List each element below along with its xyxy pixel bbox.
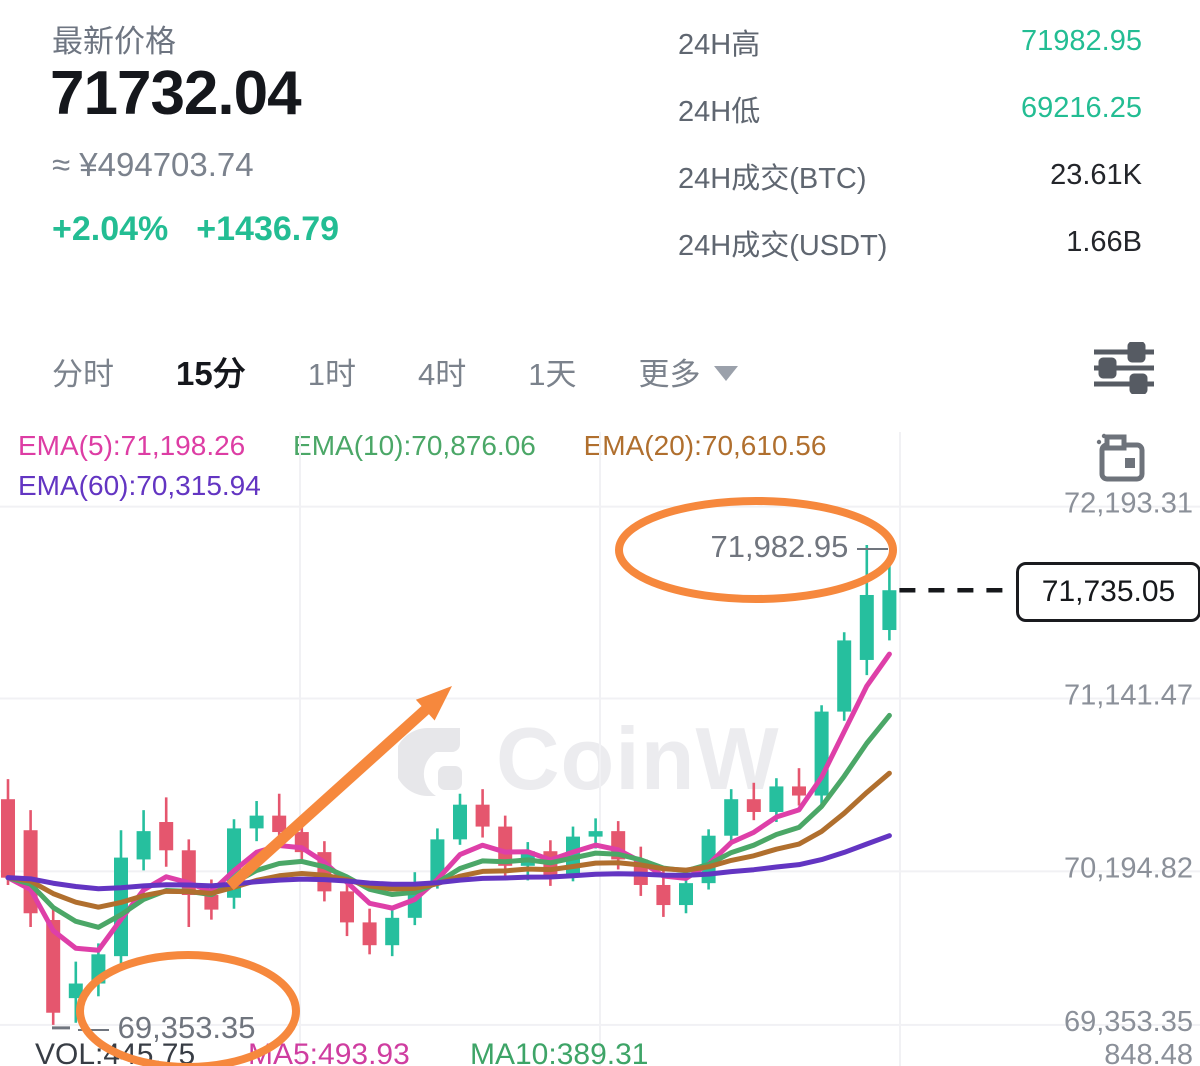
stat-row-24h-low: 24H低 69216.25 [678, 75, 1142, 142]
camera-screenshot-icon[interactable] [1094, 432, 1148, 486]
ema10-label: EMA(10):70,876.06 [293, 430, 536, 461]
tab-label: 1天 [528, 356, 577, 392]
coinw-logo-icon [398, 728, 462, 796]
ema60-line [5, 833, 892, 892]
candle-body [769, 786, 784, 812]
tab-15min[interactable]: 15分 [176, 347, 246, 395]
candle-body [792, 786, 806, 796]
tab-4hour[interactable]: 4时 [418, 349, 466, 394]
tab-label: 分时 [52, 356, 114, 392]
candle-body [46, 920, 61, 1013]
stat-label: 24H高 [678, 28, 761, 61]
y-axis-label: 72,193.31 [1064, 488, 1193, 520]
candle-body [340, 891, 354, 923]
latest-price-label: 最新价格 [52, 24, 176, 59]
stat-value: 23.61K [1050, 159, 1142, 191]
price-change: +2.04% +1436.79 [52, 210, 367, 249]
candle-body [498, 826, 513, 866]
candle-body [475, 804, 490, 827]
candle-body [385, 917, 400, 946]
candle-body [181, 850, 196, 896]
ema-indicator-row2: EMA(60):70,315.94 [18, 470, 301, 502]
candle-body [249, 815, 264, 829]
tab-more-dropdown[interactable]: 更多 [638, 349, 739, 394]
market-stats: 24H高 71982.95 24H低 69216.25 24H成交(BTC) 2… [678, 8, 1142, 276]
ema20-label: EMA(20):70,610.56 [583, 430, 827, 461]
candle-body [588, 831, 603, 837]
bottom-indicator-label: MA10:389.31 [470, 1038, 648, 1066]
candle-body [746, 799, 761, 812]
stat-value: 71982.95 [1021, 25, 1142, 57]
candle-body [204, 895, 219, 910]
tab-time-share[interactable]: 分时 [52, 349, 114, 394]
candle-body [272, 815, 287, 833]
stat-value: 1.66B [1066, 226, 1142, 258]
period-low-marker: — 69,353.35 [78, 1010, 256, 1045]
stat-value: 69216.25 [1021, 92, 1142, 124]
y-axis-label: 69,353.35 [1064, 1006, 1193, 1038]
candle-body [453, 804, 467, 840]
candle-body [1, 799, 15, 878]
stat-label: 24H成交(USDT) [678, 229, 888, 262]
tab-label: 更多 [638, 356, 701, 392]
candle-body [656, 884, 671, 906]
candle-body [837, 640, 852, 712]
tab-label: 1时 [307, 356, 356, 392]
candle-body [882, 590, 897, 631]
tab-label: 4时 [417, 356, 467, 392]
stat-label: 24H低 [678, 95, 761, 128]
chart-svg[interactable]: 72,193.31 71,141.47 70,194.82 69,353.35848.… [0, 430, 1200, 1066]
stat-row-24h-volume-btc: 24H成交(BTC) 23.61K [678, 142, 1142, 209]
candle-body [724, 799, 739, 836]
stat-label: 24H成交(BTC) [678, 162, 867, 195]
candle-body [430, 839, 445, 883]
volume-axis-label: 848.48 [1104, 1039, 1193, 1066]
annotation-arrow-shaft [226, 701, 434, 891]
y-axis-label: 70,194.82 [1064, 852, 1193, 884]
candle-body [679, 883, 693, 906]
candlestick-chart[interactable]: CoinW 72,193.31 71,141.47 70,194.82 69,353.… [0, 430, 1200, 1066]
change-amount: +1436.79 [196, 210, 340, 248]
annotation-ellipse [615, 497, 897, 603]
ema60-label: EMA(60):70,315.94 [18, 470, 261, 501]
stat-row-24h-volume-usdt: 24H成交(USDT) 1.66B [678, 209, 1142, 276]
change-percent: +2.04% [52, 210, 169, 248]
chevron-down-icon [714, 365, 739, 381]
candle-body [159, 822, 174, 851]
candle-body [136, 831, 151, 860]
annotation-arrow-head [415, 686, 452, 721]
tab-1hour[interactable]: 1时 [308, 349, 356, 394]
chart-settings-icon[interactable] [1092, 342, 1156, 394]
candle-body [362, 922, 377, 946]
fiat-equivalent: ≈ ¥494703.74 [52, 146, 254, 183]
candle-body [859, 594, 874, 660]
y-axis-label: 71,141.47 [1064, 680, 1193, 712]
interval-toolbar: 分时 15分 1时 4时 1天 更多 [52, 340, 1160, 402]
stat-row-24h-high: 24H高 71982.95 [678, 8, 1142, 75]
candle-body [68, 983, 83, 999]
ema5-label: EMA(5):71,198.26 [18, 430, 246, 461]
tab-label: 15分 [176, 355, 246, 392]
latest-price-value: 71732.04 [50, 59, 302, 128]
tab-1day[interactable]: 1天 [528, 349, 576, 394]
ema-indicator-row: EMA(5):71,198.26 EMA(10):70,876.06 EMA(2… [18, 430, 866, 462]
candle-body [114, 857, 128, 957]
period-high-marker: 71,982.95 — [710, 529, 888, 564]
current-price-tag: 71,735.05 [1016, 562, 1200, 622]
annotation-ellipse [76, 951, 300, 1066]
